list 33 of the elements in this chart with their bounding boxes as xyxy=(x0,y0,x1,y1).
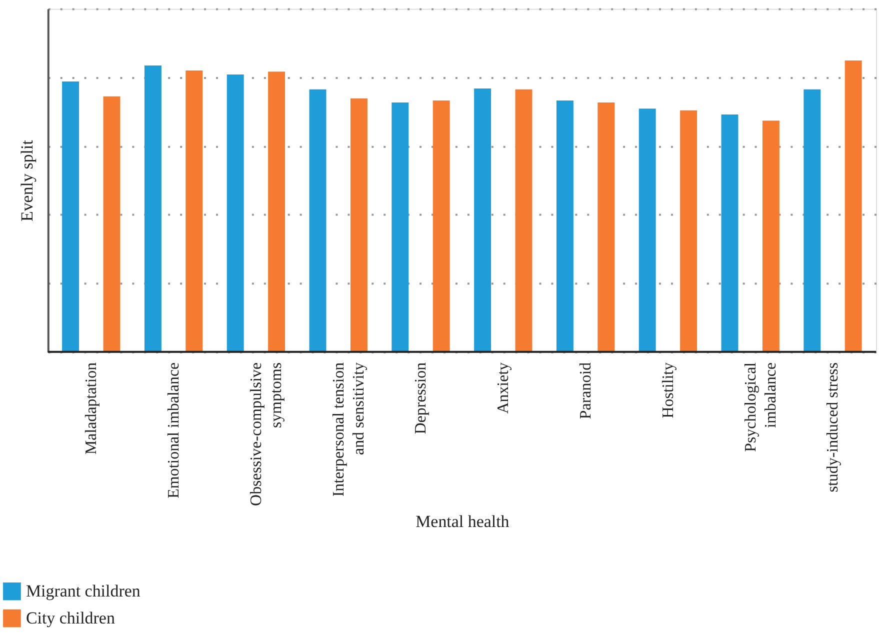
legend-label: City children xyxy=(26,608,116,628)
bar xyxy=(638,108,656,352)
bar xyxy=(598,102,615,352)
bar xyxy=(144,66,162,352)
bar xyxy=(721,114,738,352)
bar xyxy=(309,89,326,352)
bar xyxy=(844,60,862,352)
x-tick-label: Paranoid xyxy=(578,362,595,420)
bar xyxy=(103,96,120,352)
x-tick-label: Psychological imbalance xyxy=(742,362,780,452)
bar xyxy=(680,110,698,352)
bar xyxy=(556,100,574,352)
x-tick-label: study-induced stress xyxy=(824,362,842,492)
x-axis-title: Mental health xyxy=(416,512,510,531)
x-tick-label: Hostility xyxy=(660,362,677,418)
bar xyxy=(186,70,203,352)
bar xyxy=(392,102,409,352)
legend-label: Migrant children xyxy=(26,581,141,600)
bar xyxy=(432,100,450,352)
bar xyxy=(62,82,80,352)
bar xyxy=(804,89,821,352)
x-tick-label: Obsessive-compulsive symptoms xyxy=(248,362,285,506)
bar xyxy=(268,72,286,352)
x-tick-label: Anxiety xyxy=(495,362,512,414)
bar xyxy=(226,74,244,352)
y-axis-title: Evenly split xyxy=(17,140,36,222)
x-tick-label: Emotional imbalance xyxy=(166,362,183,498)
bar xyxy=(515,89,532,352)
bar xyxy=(350,98,368,352)
x-tick-label: Maladaptation xyxy=(83,362,100,455)
bar xyxy=(762,120,780,352)
x-tick-label: Depression xyxy=(412,362,430,434)
bar xyxy=(474,88,492,352)
